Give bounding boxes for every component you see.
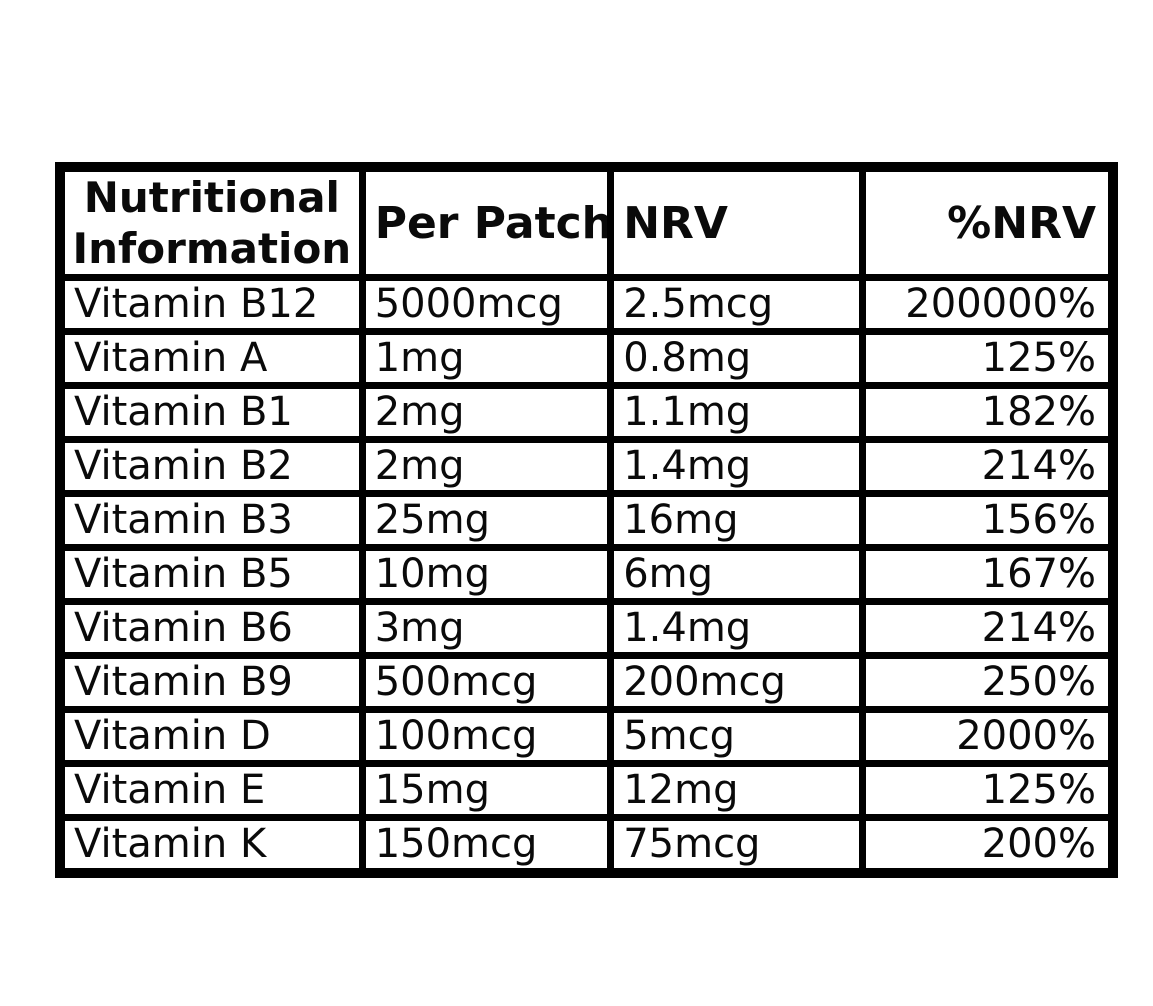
table-cell: Vitamin B3 bbox=[56, 490, 366, 552]
table-row: Vitamin K 150mcg 75mcg 200% bbox=[56, 814, 1117, 877]
table-cell: Vitamin B2 bbox=[56, 436, 366, 498]
table-row: Vitamin A 1mg 0.8mg 125% bbox=[56, 328, 1117, 390]
table-cell: 10mg bbox=[358, 544, 615, 606]
table-cell: 200mcg bbox=[607, 652, 866, 714]
table-cell: Vitamin B5 bbox=[56, 544, 366, 606]
table-cell: Vitamin A bbox=[56, 328, 366, 390]
table-cell: 200% bbox=[858, 814, 1117, 877]
table-cell: 1.4mg bbox=[607, 598, 866, 660]
table-cell: Vitamin B12 bbox=[56, 274, 366, 336]
table-row: Vitamin B2 2mg 1.4mg 214% bbox=[56, 436, 1117, 498]
table-cell: 100mcg bbox=[358, 706, 615, 768]
table-cell: 500mcg bbox=[358, 652, 615, 714]
table-cell: 2mg bbox=[358, 436, 615, 498]
table-cell: 214% bbox=[858, 598, 1117, 660]
table-cell: 15mg bbox=[358, 760, 615, 822]
header-nrv: NRV bbox=[607, 163, 866, 282]
table-cell: Vitamin D bbox=[56, 706, 366, 768]
table-cell: Vitamin B1 bbox=[56, 382, 366, 444]
table-cell: 182% bbox=[858, 382, 1117, 444]
table-row: Vitamin B1 2mg 1.1mg 182% bbox=[56, 382, 1117, 444]
table-cell: Vitamin B6 bbox=[56, 598, 366, 660]
table-row: Vitamin B9 500mcg 200mcg 250% bbox=[56, 652, 1117, 714]
table-row: Vitamin B12 5000mcg 2.5mcg 200000% bbox=[56, 274, 1117, 336]
table-row: Vitamin B6 3mg 1.4mg 214% bbox=[56, 598, 1117, 660]
table-cell: 200000% bbox=[858, 274, 1117, 336]
table-cell: 16mg bbox=[607, 490, 866, 552]
table-cell: 2mg bbox=[358, 382, 615, 444]
table-cell: 25mg bbox=[358, 490, 615, 552]
table-cell: 5mcg bbox=[607, 706, 866, 768]
table-cell: 5000mcg bbox=[358, 274, 615, 336]
table-row: Vitamin E 15mg 12mg 125% bbox=[56, 760, 1117, 822]
table-row: Vitamin D 100mcg 5mcg 2000% bbox=[56, 706, 1117, 768]
table-cell: 1.1mg bbox=[607, 382, 866, 444]
table-cell: 0.8mg bbox=[607, 328, 866, 390]
table-cell: 167% bbox=[858, 544, 1117, 606]
table-row: Vitamin B3 25mg 16mg 156% bbox=[56, 490, 1117, 552]
table-cell: 3mg bbox=[358, 598, 615, 660]
table-cell: 125% bbox=[858, 328, 1117, 390]
header-nutritional-information: Nutritional Information bbox=[56, 163, 366, 282]
header-row: Nutritional Information Per Patch NRV %N… bbox=[56, 163, 1117, 282]
table-cell: 6mg bbox=[607, 544, 866, 606]
table-body: Vitamin B12 5000mcg 2.5mcg 200000% Vitamin A… bbox=[56, 274, 1117, 877]
table-cell: 2000% bbox=[858, 706, 1117, 768]
table-cell: 75mcg bbox=[607, 814, 866, 877]
table-cell: 156% bbox=[858, 490, 1117, 552]
table-cell: 1mg bbox=[358, 328, 615, 390]
header-percent-nrv: %NRV bbox=[858, 163, 1117, 282]
table-cell: 1.4mg bbox=[607, 436, 866, 498]
table-cell: 125% bbox=[858, 760, 1117, 822]
table-cell: 2.5mcg bbox=[607, 274, 866, 336]
table-cell: Vitamin B9 bbox=[56, 652, 366, 714]
table-cell: 150mcg bbox=[358, 814, 615, 877]
table-cell: Vitamin E bbox=[56, 760, 366, 822]
table-row: Vitamin B5 10mg 6mg 167% bbox=[56, 544, 1117, 606]
table-cell: Vitamin K bbox=[56, 814, 366, 877]
table-cell: 214% bbox=[858, 436, 1117, 498]
header-per-patch: Per Patch bbox=[358, 163, 615, 282]
nutrition-table: Nutritional Information Per Patch NRV %N… bbox=[55, 162, 1118, 879]
table-cell: 12mg bbox=[607, 760, 866, 822]
table-cell: 250% bbox=[858, 652, 1117, 714]
